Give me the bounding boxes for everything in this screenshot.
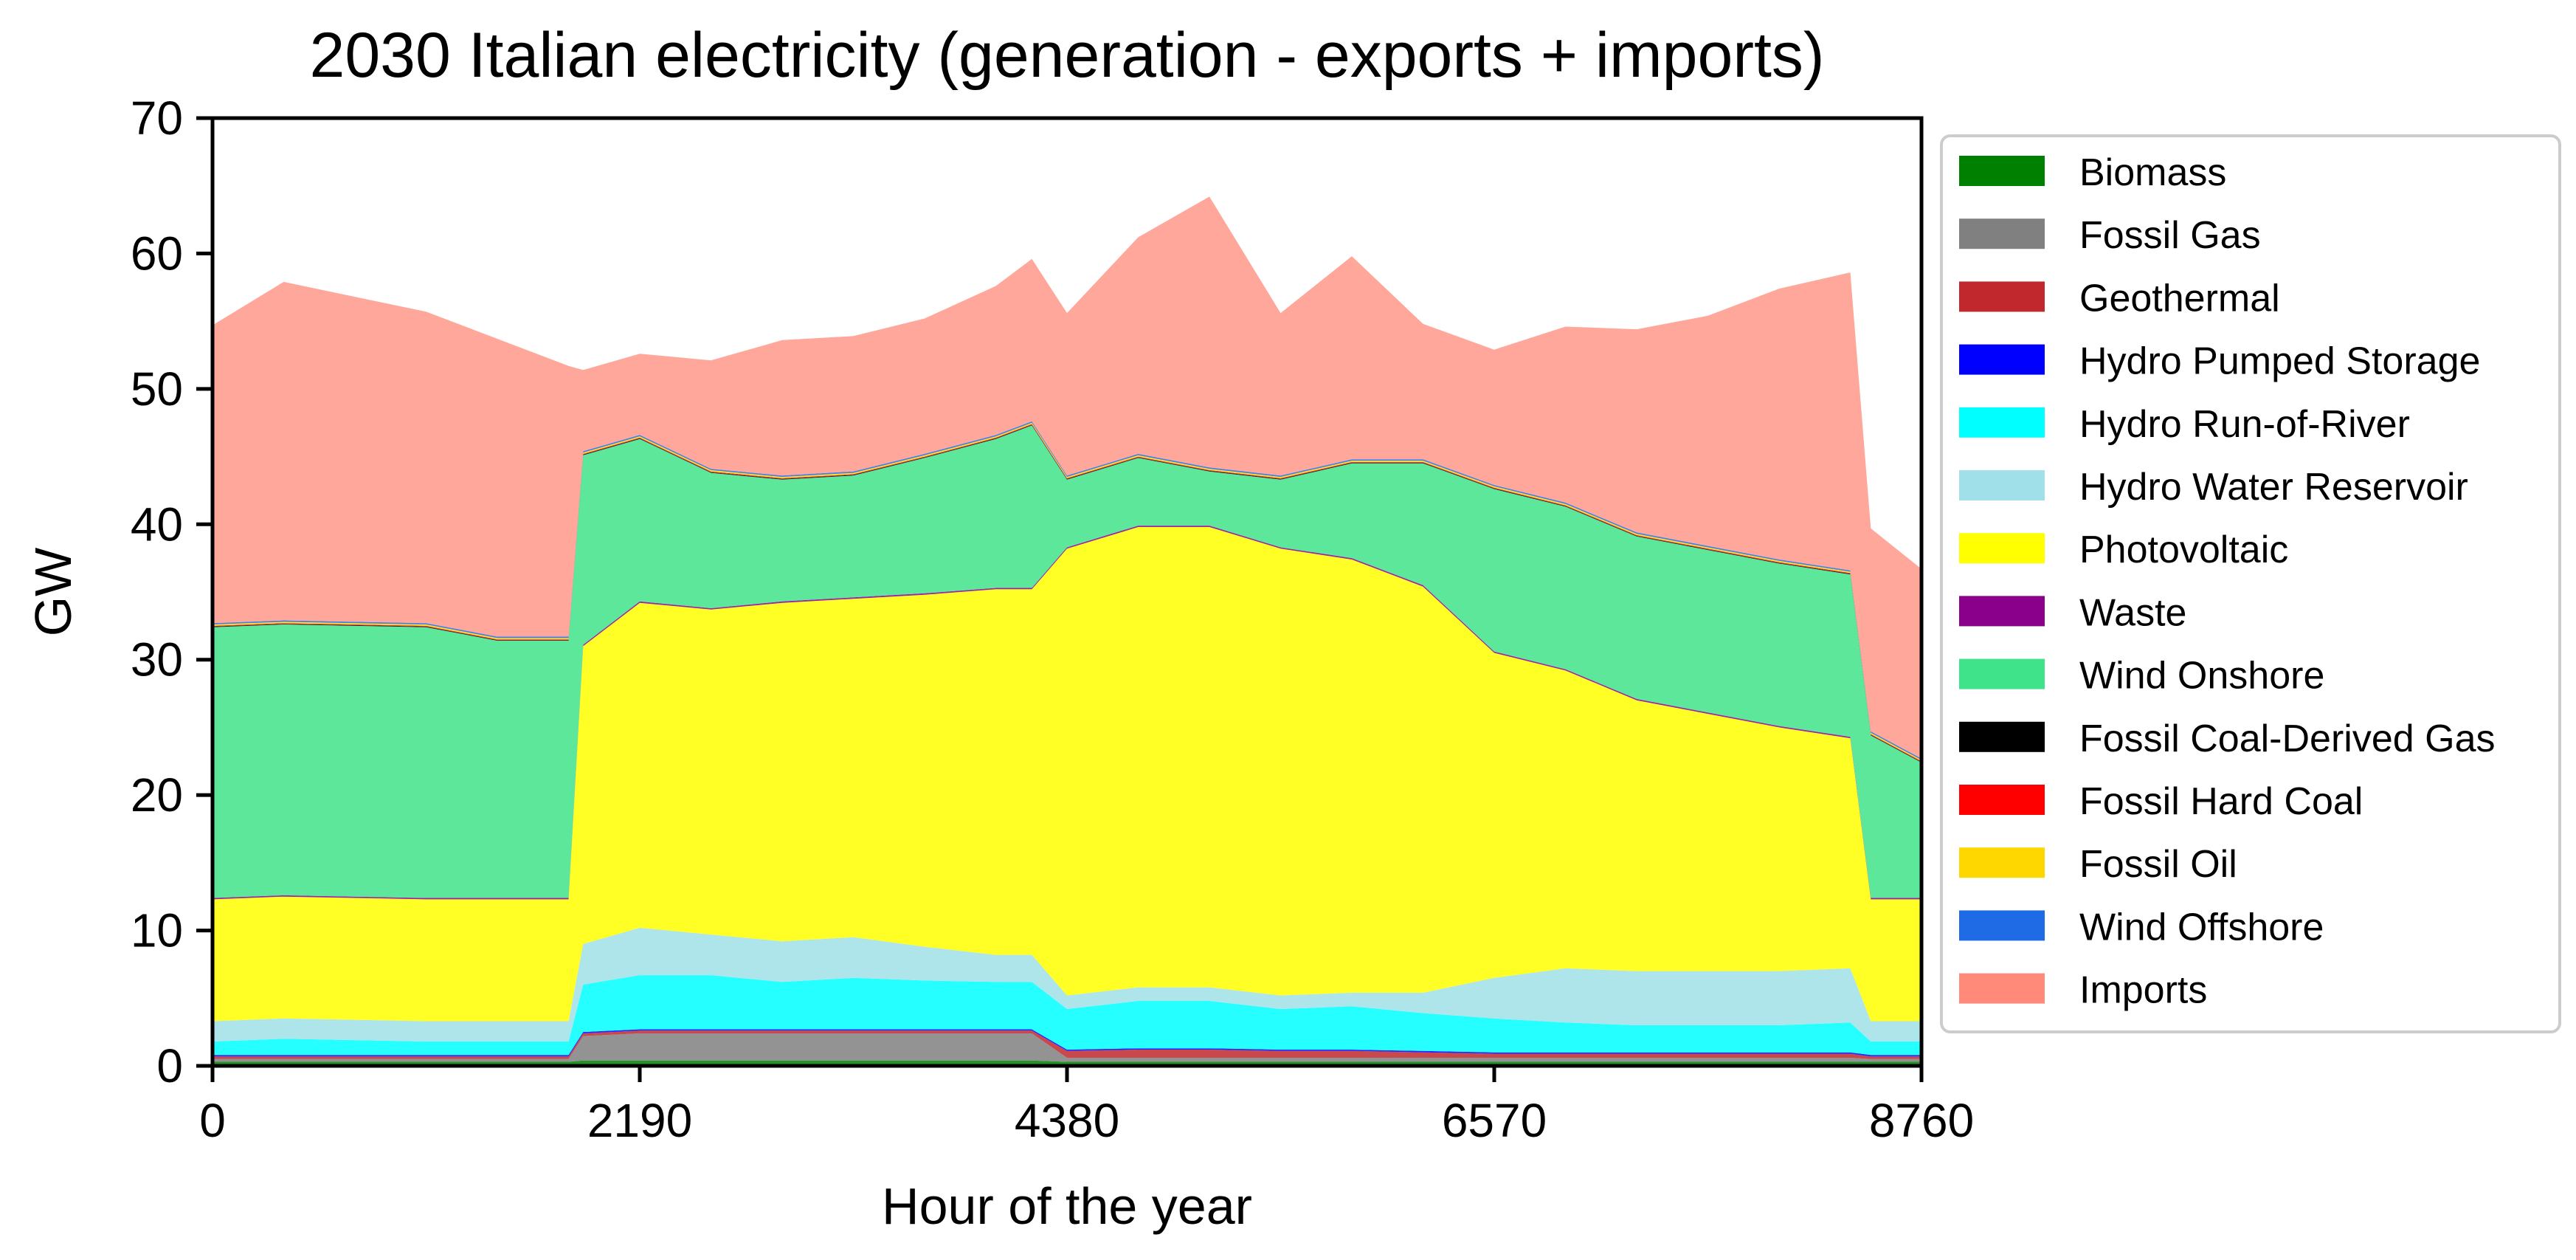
y-tick-label: 60 (131, 227, 183, 280)
legend: Biomass Fossil Gas Geothermal Hydro Pumped … (1940, 134, 2561, 1033)
legend-swatch (1959, 470, 2045, 500)
legend-swatch (1959, 910, 2045, 941)
area-series-1 (213, 1033, 1921, 1062)
legend-frame (1940, 134, 2561, 1033)
legend-swatch (1959, 344, 2045, 375)
area-series-4 (213, 975, 1921, 1056)
x-axis-label: Hour of the year (882, 1177, 1252, 1235)
y-tick-label: 30 (131, 633, 183, 686)
y-axis-label: GW (24, 548, 82, 637)
x-tick-label: 4380 (1015, 1094, 1119, 1147)
chart-title: 2030 Italian electricity (generation - e… (310, 20, 1825, 91)
legend-swatch (1959, 533, 2045, 564)
legend-swatch (1959, 721, 2045, 752)
area-series-6 (213, 527, 1921, 1022)
legend-swatch (1959, 847, 2045, 878)
x-tick-label: 8760 (1869, 1094, 1974, 1147)
x-axis-ticks: 0 2190 4380 6570 8760 (199, 1066, 1974, 1147)
y-tick-label: 40 (131, 498, 183, 551)
legend-swatch (1959, 156, 2045, 186)
x-tick-label: 2190 (587, 1094, 692, 1147)
area-series-8 (213, 425, 1921, 898)
legend-swatch (1959, 596, 2045, 627)
legend-label: Fossil Gas (2079, 214, 2261, 257)
area-series-13 (213, 196, 1921, 759)
legend-label: Wind Offshore (2079, 906, 2324, 949)
legend-label: Photovoltaic (2079, 529, 2288, 571)
legend-swatch (1959, 281, 2045, 312)
y-tick-label: 10 (131, 904, 183, 957)
legend-label: Hydro Pumped Storage (2079, 340, 2480, 383)
area-series-2 (213, 1030, 1921, 1059)
x-tick-label: 0 (199, 1094, 226, 1147)
x-tick-label: 6570 (1442, 1094, 1547, 1147)
y-tick-label: 0 (156, 1039, 183, 1092)
stacked-areas (213, 196, 1921, 1066)
legend-label: Fossil Oil (2079, 843, 2237, 886)
y-tick-label: 70 (131, 92, 183, 145)
legend-label: Fossil Coal-Derived Gas (2079, 717, 2496, 760)
legend-label: Hydro Run-of-River (2079, 403, 2410, 446)
legend-swatch (1959, 407, 2045, 438)
legend-swatch (1959, 785, 2045, 815)
y-tick-label: 50 (131, 362, 183, 416)
legend-label: Waste (2079, 591, 2186, 634)
area-series-5 (213, 927, 1921, 1042)
legend-label: Imports (2079, 969, 2207, 1012)
y-tick-label: 20 (131, 768, 183, 822)
legend-label: Biomass (2079, 151, 2226, 194)
legend-label: Geothermal (2079, 277, 2280, 320)
legend-swatch (1959, 218, 2045, 249)
legend-label: Fossil Hard Coal (2079, 780, 2363, 823)
legend-label: Hydro Water Reservoir (2079, 466, 2468, 509)
y-axis-ticks: 0 10 20 30 40 50 60 70 (131, 92, 213, 1092)
legend-label: Wind Onshore (2079, 655, 2324, 698)
legend-swatch (1959, 973, 2045, 1004)
legend-swatch (1959, 658, 2045, 689)
